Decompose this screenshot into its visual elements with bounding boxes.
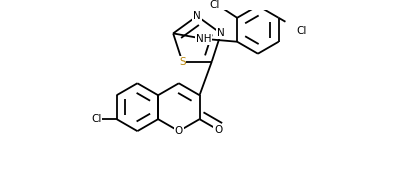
Text: NH: NH	[196, 34, 211, 44]
Text: Cl: Cl	[209, 0, 219, 10]
Text: N: N	[216, 28, 224, 38]
Text: Cl: Cl	[91, 114, 101, 124]
Text: O: O	[174, 126, 182, 136]
Text: Cl: Cl	[295, 26, 306, 36]
Text: N: N	[193, 11, 200, 21]
Text: O: O	[213, 125, 222, 135]
Text: S: S	[179, 57, 185, 67]
